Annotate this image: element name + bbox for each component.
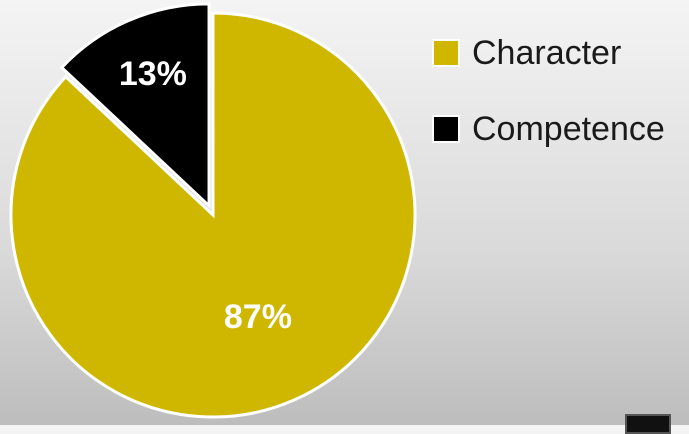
legend-swatch-competence xyxy=(432,115,460,143)
legend-label-character: Character xyxy=(472,33,622,72)
legend-item-competence: Competence xyxy=(432,104,665,154)
pie-slice-competence xyxy=(59,2,211,210)
data-label-character: 87% xyxy=(224,298,292,336)
chart-legend: Character Competence xyxy=(432,28,665,180)
pie-chart: 87% 13% xyxy=(9,2,417,419)
legend-item-character: Character xyxy=(432,28,665,78)
pie-data-labels: 87% 13% xyxy=(119,55,292,336)
legend-swatch-character xyxy=(432,39,460,67)
legend-label-competence: Competence xyxy=(472,109,665,148)
pie-slices xyxy=(9,2,417,419)
data-label-competence: 13% xyxy=(119,55,187,93)
corner-control xyxy=(625,414,671,434)
pie-slice-character xyxy=(9,11,417,419)
